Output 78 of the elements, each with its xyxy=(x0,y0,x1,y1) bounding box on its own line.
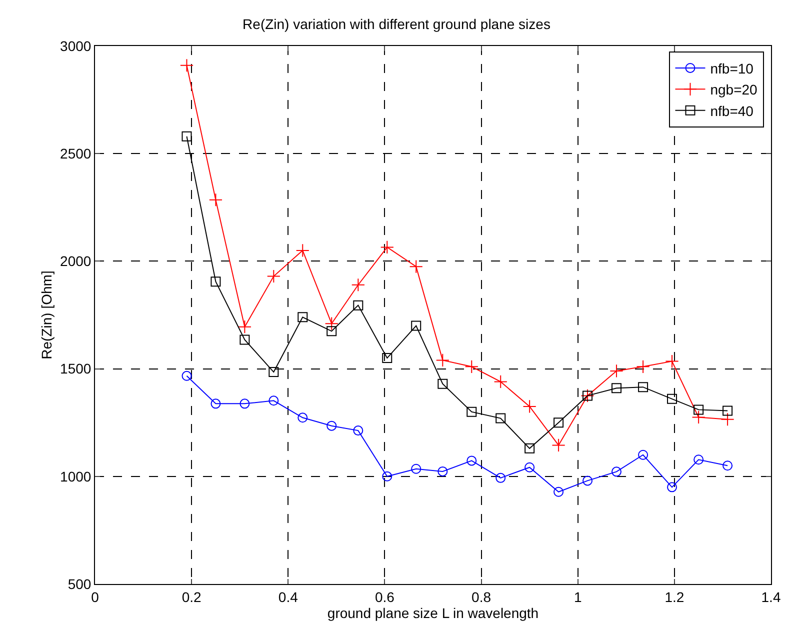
x-axis-title: ground plane size L in wavelength xyxy=(327,605,539,622)
point xyxy=(240,334,250,345)
point xyxy=(582,476,593,486)
point xyxy=(240,398,250,409)
point xyxy=(296,244,310,258)
point xyxy=(610,364,624,378)
point xyxy=(326,326,337,336)
chart-title: Re(Zin) variation with different ground plane sizes xyxy=(242,16,550,32)
y-tick-label: 2000 xyxy=(60,253,92,270)
y-tick-label: 1000 xyxy=(60,468,92,484)
point xyxy=(210,398,221,409)
legend-label: nfb=10 xyxy=(710,60,754,76)
point xyxy=(554,418,564,428)
point xyxy=(353,300,364,310)
point xyxy=(636,360,650,374)
x-tick-label: 1 xyxy=(574,588,582,605)
point xyxy=(720,412,734,426)
x-tick-label: 0.4 xyxy=(278,588,298,605)
point xyxy=(694,454,704,465)
point xyxy=(266,269,280,284)
point xyxy=(411,320,422,331)
point xyxy=(552,438,566,452)
point xyxy=(694,404,704,415)
point xyxy=(353,426,364,436)
point xyxy=(438,466,448,476)
point xyxy=(466,456,477,466)
x-tick-label: 1.4 xyxy=(761,588,781,605)
point xyxy=(667,394,678,404)
point xyxy=(409,260,423,274)
point xyxy=(496,472,506,483)
point xyxy=(268,396,279,406)
legend-label: nfb=40 xyxy=(710,102,754,119)
y-tick-label: 1500 xyxy=(60,360,92,377)
point xyxy=(382,353,392,364)
point xyxy=(210,276,221,287)
point xyxy=(611,466,622,477)
point xyxy=(298,312,308,322)
point xyxy=(268,367,279,378)
point xyxy=(464,360,478,374)
point xyxy=(382,471,392,482)
point xyxy=(380,240,394,254)
point xyxy=(466,406,477,417)
point xyxy=(208,193,223,207)
point xyxy=(326,420,337,431)
point xyxy=(182,131,192,142)
point xyxy=(692,410,706,424)
point xyxy=(638,450,648,460)
point xyxy=(411,464,422,474)
point xyxy=(238,320,252,334)
y-axis-title: Re(Zin) [Ohm] xyxy=(38,270,55,360)
point xyxy=(324,316,338,330)
point xyxy=(667,482,678,492)
point xyxy=(496,413,506,424)
point xyxy=(638,382,648,392)
x-tick-label: 0.6 xyxy=(374,588,395,605)
x-tick-label: 1.2 xyxy=(664,588,684,605)
x-tick-label: 0.2 xyxy=(182,588,202,605)
point xyxy=(722,460,733,471)
x-tick-label: 0.8 xyxy=(472,588,492,605)
point xyxy=(494,374,508,389)
point xyxy=(522,400,536,414)
y-tick-label: 2500 xyxy=(60,146,92,162)
point xyxy=(298,412,308,423)
x-tick-label: 0 xyxy=(91,588,100,605)
point xyxy=(351,278,365,292)
y-tick-label: 500 xyxy=(68,576,92,592)
point xyxy=(524,443,535,454)
point xyxy=(438,378,448,389)
y-tick-label: 3000 xyxy=(60,38,92,54)
point xyxy=(665,354,679,368)
point xyxy=(180,58,194,72)
point xyxy=(524,462,535,472)
point xyxy=(722,406,733,416)
legend-label: ngb=20 xyxy=(710,82,758,98)
point xyxy=(554,486,564,497)
point xyxy=(436,353,450,367)
point xyxy=(611,383,622,394)
point xyxy=(182,370,192,381)
